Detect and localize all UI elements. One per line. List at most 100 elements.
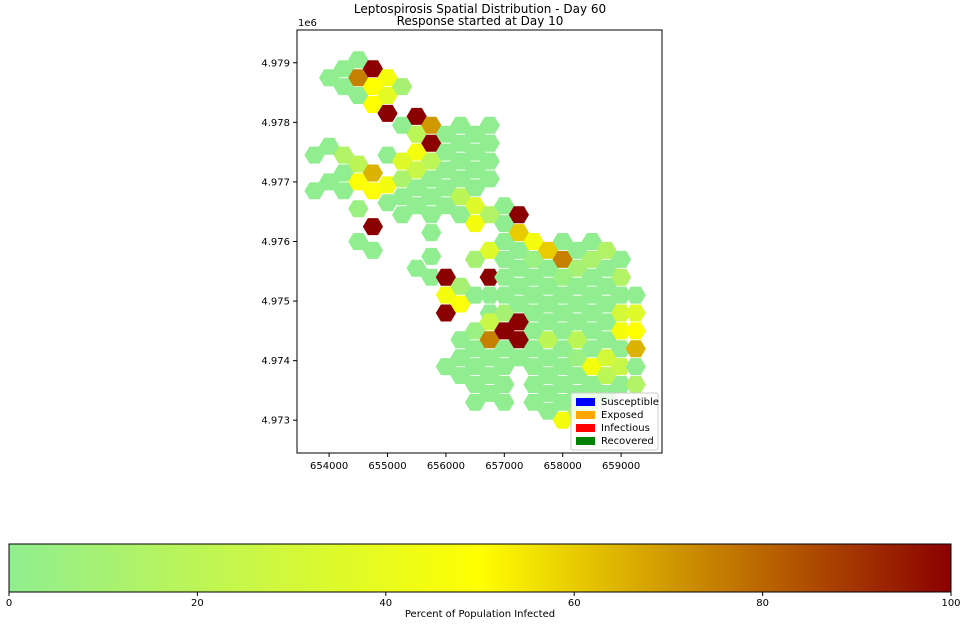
hex-cell xyxy=(508,331,529,349)
hex-cell xyxy=(611,322,632,340)
hex-cell xyxy=(596,241,617,259)
hex-cell xyxy=(567,367,588,384)
hex-cell xyxy=(392,188,413,206)
hex-cell xyxy=(611,304,632,322)
hex-cell xyxy=(406,161,427,179)
colorbar-tick-label: 60 xyxy=(568,598,581,609)
hex-cell xyxy=(362,96,383,113)
hex-cell xyxy=(581,233,602,250)
hex-cell xyxy=(465,197,486,215)
hex-cell xyxy=(567,277,588,295)
hex-cell xyxy=(538,384,559,402)
hex-cell xyxy=(435,125,456,143)
colorbar-tick-label: 80 xyxy=(756,598,769,609)
hex-cell xyxy=(552,250,573,268)
hex-cell xyxy=(406,107,427,125)
hex-cell xyxy=(450,295,471,313)
hex-cell xyxy=(581,250,602,268)
hex-cell xyxy=(435,286,456,304)
hex-cell xyxy=(392,206,413,224)
hex-cell xyxy=(523,322,544,340)
hex-cell xyxy=(450,188,471,206)
hex-cell xyxy=(494,358,515,376)
hex-cell xyxy=(523,376,544,393)
legend-label-infectious: Infectious xyxy=(601,423,650,434)
hex-cell xyxy=(596,259,617,277)
hex-cell xyxy=(625,322,646,340)
chart-subtitle: Response started at Day 10 xyxy=(397,14,564,28)
hex-cell xyxy=(552,376,573,393)
hex-cell xyxy=(581,376,602,393)
hex-cell xyxy=(508,349,529,367)
hex-cell xyxy=(465,393,486,411)
hex-cell xyxy=(625,286,646,304)
hex-cell xyxy=(538,331,559,349)
y-tick-label: 4.973 xyxy=(261,416,290,427)
hex-cell xyxy=(567,331,588,349)
hex-cell xyxy=(479,152,500,170)
hex-cell xyxy=(538,259,559,277)
hex-cell xyxy=(348,173,369,191)
hex-cell xyxy=(611,286,632,304)
hex-cell xyxy=(538,313,559,331)
hex-cell xyxy=(596,295,617,313)
hex-cell xyxy=(479,367,500,384)
hex-cell xyxy=(538,402,559,420)
colorbar-tick-label: 40 xyxy=(379,598,392,609)
legend-swatch-susceptible xyxy=(576,398,595,406)
hex-cell xyxy=(421,170,442,188)
hex-cell xyxy=(421,188,442,206)
hex-cell xyxy=(304,182,325,200)
hex-cell xyxy=(450,206,471,224)
hex-cell xyxy=(508,313,529,331)
hex-cell xyxy=(552,233,573,250)
hex-cell xyxy=(479,349,500,367)
hex-cell xyxy=(508,295,529,313)
hex-cell xyxy=(465,250,486,268)
colorbar-label: Percent of Population Infected xyxy=(405,609,555,620)
hex-cell xyxy=(450,331,471,349)
y-tick-label: 4.979 xyxy=(261,58,290,69)
y-axis: 4.973 4.974 4.975 4.976 4.977 4.978 4.979 xyxy=(261,58,297,427)
hex-cell xyxy=(421,247,442,265)
hex-cell xyxy=(625,358,646,376)
hex-cell xyxy=(450,367,471,384)
hex-cell xyxy=(450,134,471,152)
hex-cell xyxy=(435,143,456,161)
x-tick-label: 657000 xyxy=(485,461,523,472)
hex-cell xyxy=(523,250,544,268)
hex-cell xyxy=(348,200,369,218)
hex-cell xyxy=(552,358,573,376)
hex-cell xyxy=(421,116,442,134)
hex-cell xyxy=(421,152,442,170)
hex-cell xyxy=(596,277,617,295)
hex-cell xyxy=(552,304,573,322)
hex-cell xyxy=(538,241,559,259)
hex-cell xyxy=(479,268,500,286)
hex-cell xyxy=(435,197,456,215)
hex-cell xyxy=(523,233,544,250)
hex-cell xyxy=(421,134,442,152)
legend-swatch-exposed xyxy=(576,411,595,419)
y-tick-label: 4.978 xyxy=(261,118,290,129)
hex-cell xyxy=(611,250,632,268)
legend-box xyxy=(570,392,659,451)
hex-cell xyxy=(377,176,398,194)
colorbar-tick-label: 0 xyxy=(6,598,12,609)
hex-cell xyxy=(494,322,515,340)
hex-cell xyxy=(362,164,383,182)
hex-cell xyxy=(494,215,515,233)
hex-cell xyxy=(465,125,486,143)
y-tick-label: 4.974 xyxy=(261,356,290,367)
hex-cell xyxy=(479,241,500,259)
hex-cell xyxy=(596,313,617,331)
hex-cell xyxy=(538,349,559,367)
hex-cell xyxy=(596,367,617,384)
hex-cell xyxy=(508,259,529,277)
hex-cell xyxy=(494,197,515,215)
hex-cell xyxy=(611,340,632,358)
hex-cell xyxy=(348,51,369,69)
hex-cell xyxy=(435,268,456,286)
